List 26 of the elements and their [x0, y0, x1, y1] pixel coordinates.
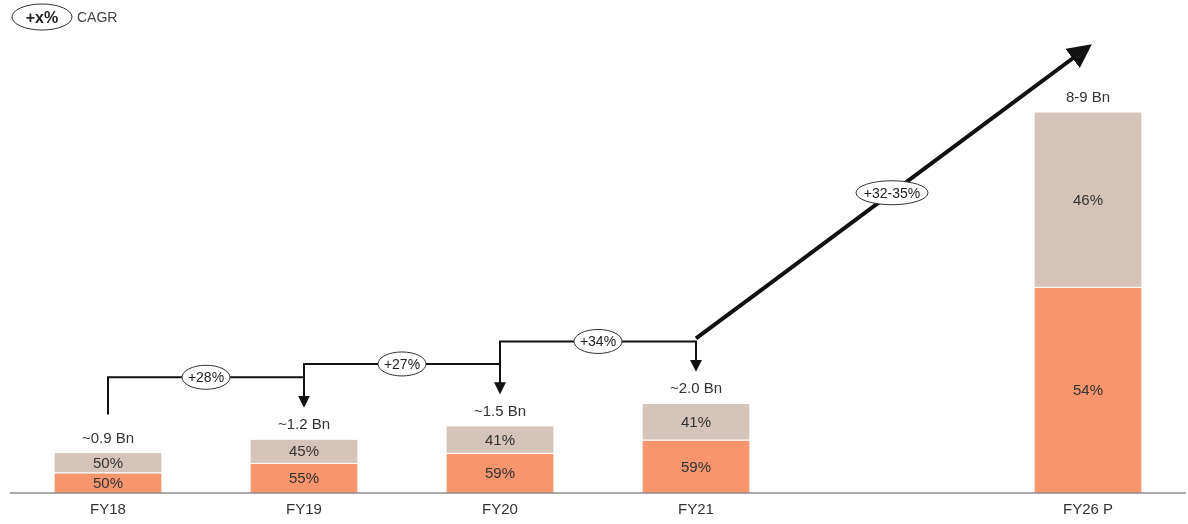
- text: 8-9 Bn: [1065, 88, 1111, 105]
- annotation: +27%: [383, 355, 421, 372]
- text: CAGR: [77, 9, 118, 25]
- annotation: 41%: [484, 430, 516, 448]
- annotation: +32-35%: [863, 184, 921, 201]
- text: +x%: [25, 9, 59, 26]
- annotation: 41%: [680, 412, 712, 430]
- annotation: +28%: [187, 369, 225, 386]
- x-tick-label: FY26 P: [1062, 499, 1114, 517]
- annotation: 59%: [680, 457, 712, 475]
- annotation: ~2.0 Bn: [669, 379, 723, 397]
- annotation: 59%: [484, 464, 516, 482]
- annotation: +34%: [579, 333, 617, 350]
- x-tick-label: FY21: [678, 499, 714, 517]
- annotation: 46%: [1072, 190, 1104, 208]
- annotation: 55%: [288, 469, 320, 487]
- annotation: ~1.5 Bn: [473, 401, 527, 419]
- x-tick-label: FY19: [286, 499, 322, 517]
- annotation: 54%: [1072, 381, 1104, 399]
- annotation: 50%: [92, 453, 124, 471]
- x-tick-label: FY18: [90, 499, 126, 517]
- annotation: ~1.2 Bn: [277, 415, 331, 433]
- annotation: 45%: [288, 442, 320, 460]
- annotation: ~0.9 Bn: [81, 428, 135, 446]
- x-tick-label: FY20: [482, 499, 518, 517]
- annotation: 50%: [92, 473, 124, 491]
